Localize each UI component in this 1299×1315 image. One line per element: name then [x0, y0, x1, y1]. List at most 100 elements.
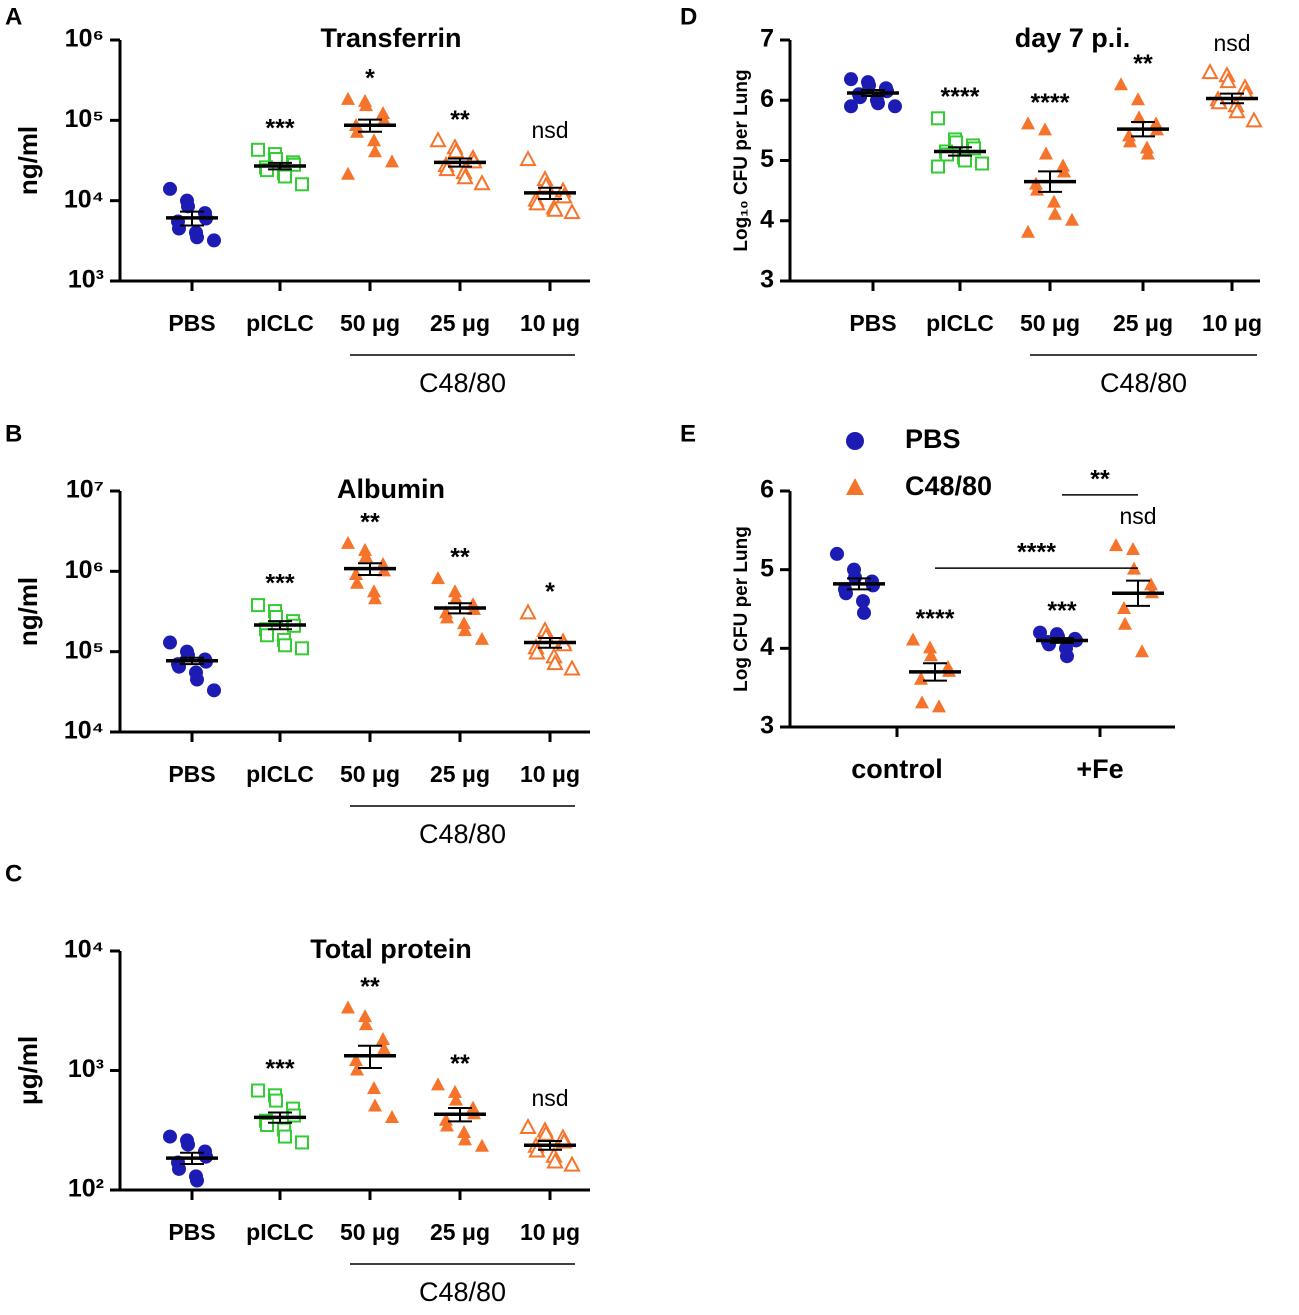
point — [519, 149, 537, 167]
point — [358, 542, 372, 556]
point — [563, 659, 581, 676]
significance: nsd — [531, 1085, 568, 1111]
x-tick-label: 25 μg — [430, 761, 490, 787]
point — [190, 230, 204, 245]
point — [207, 233, 221, 248]
group-label: C48/80 — [419, 819, 506, 849]
point — [438, 160, 456, 177]
point — [431, 571, 445, 585]
point — [181, 199, 195, 214]
point — [349, 567, 363, 581]
x-tick-label: pICLC — [246, 761, 314, 787]
point — [1114, 77, 1128, 91]
point — [376, 105, 390, 119]
significance: * — [545, 578, 555, 606]
point — [385, 154, 399, 168]
point — [287, 1108, 301, 1123]
point — [1201, 63, 1219, 80]
y-tick-label: 6 — [760, 85, 774, 113]
y-tick-label: 3 — [760, 266, 774, 294]
point — [856, 594, 870, 609]
point — [376, 1031, 390, 1045]
point — [367, 584, 381, 598]
point — [269, 610, 283, 625]
point — [440, 610, 454, 624]
point — [906, 632, 920, 646]
y-axis-label: ng/ml — [13, 126, 43, 195]
y-tick-label: 6 — [760, 476, 774, 504]
y-tick-label: 10⁶ — [65, 556, 104, 584]
point — [350, 1062, 364, 1076]
significance: nsd — [531, 117, 568, 143]
significance: ** — [450, 544, 470, 572]
point — [1056, 158, 1070, 172]
y-tick-label: 10² — [68, 1175, 104, 1203]
legend-label: PBS — [905, 424, 961, 454]
point — [350, 575, 364, 589]
point — [915, 695, 929, 709]
point — [473, 174, 491, 191]
point — [519, 1117, 537, 1135]
comparison-label: ** — [1090, 466, 1110, 494]
x-tick-label: PBS — [168, 1219, 215, 1245]
point — [295, 1135, 309, 1150]
point — [1210, 93, 1228, 110]
point — [457, 1124, 471, 1138]
group-label: C48/80 — [419, 368, 506, 398]
x-tick-label: +Fe — [1076, 754, 1123, 784]
point — [519, 603, 537, 620]
y-tick-label: 10⁵ — [64, 636, 104, 664]
point — [457, 616, 471, 630]
y-tick-label: 7 — [760, 25, 774, 53]
significance: *** — [265, 570, 294, 598]
point — [862, 78, 876, 93]
point — [350, 124, 364, 138]
significance: nsd — [1119, 503, 1156, 529]
y-tick-label: 10⁷ — [66, 476, 104, 504]
significance: ** — [360, 973, 380, 1001]
x-tick-label: 50 μg — [340, 1219, 400, 1245]
point — [1131, 92, 1145, 106]
point — [1141, 146, 1155, 160]
point — [368, 144, 382, 158]
point — [931, 111, 945, 126]
panel-letter: E — [680, 420, 696, 447]
point — [449, 1092, 463, 1106]
significance: *** — [1047, 597, 1076, 625]
point — [440, 1118, 454, 1132]
point — [1057, 164, 1071, 178]
point — [931, 159, 945, 174]
group-label: C48/80 — [1100, 368, 1187, 398]
point — [914, 671, 928, 685]
point — [546, 200, 564, 217]
point — [260, 628, 274, 643]
point — [278, 1129, 292, 1144]
point — [475, 1138, 489, 1152]
point — [1048, 206, 1062, 220]
point — [1038, 122, 1052, 136]
chart-title: Total protein — [310, 934, 472, 964]
y-tick-label: 3 — [760, 712, 774, 740]
y-axis-label: Log₁₀ CFU per Lung — [731, 69, 752, 251]
legend-label: C48/80 — [905, 471, 992, 501]
point — [190, 1173, 204, 1188]
x-tick-label: PBS — [168, 761, 215, 787]
point — [1122, 128, 1136, 142]
point — [439, 1112, 453, 1126]
point — [1140, 140, 1154, 154]
point — [385, 1110, 399, 1124]
point — [924, 648, 938, 662]
significance: **** — [941, 83, 980, 111]
y-tick-label: 10⁶ — [65, 25, 104, 53]
point — [1033, 625, 1047, 640]
chart-title: Transferrin — [320, 23, 461, 53]
point — [528, 643, 546, 660]
point — [278, 638, 292, 653]
significance: **** — [916, 605, 955, 633]
point — [830, 546, 844, 561]
y-axis-label: μg/ml — [13, 1036, 43, 1105]
point — [844, 72, 858, 87]
point — [923, 640, 937, 654]
y-tick-label: 4 — [760, 205, 774, 233]
